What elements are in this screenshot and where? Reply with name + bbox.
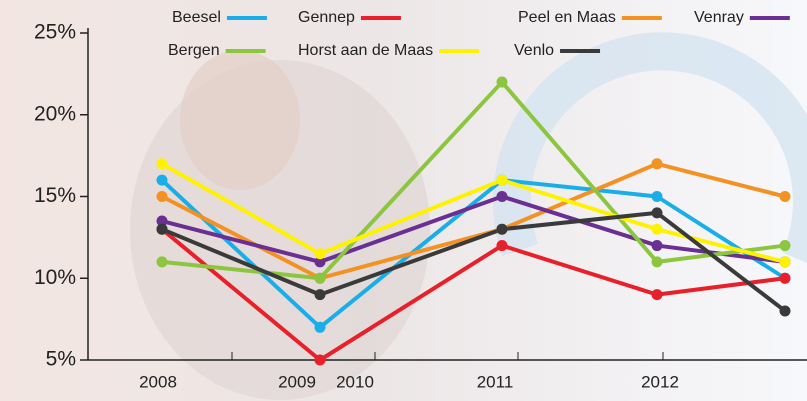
data-point	[780, 305, 791, 316]
data-point	[652, 224, 663, 235]
chart: 5% 10% 15% 20% 25% 2008 2009 2010 2011 2012 Beesel…	[0, 0, 807, 401]
y-tick-label: 5%	[46, 348, 76, 371]
data-point	[652, 256, 663, 267]
x-tick-label: 2012	[641, 372, 679, 391]
data-point	[497, 240, 508, 251]
data-point	[315, 355, 326, 366]
data-point	[157, 191, 168, 202]
data-point	[652, 207, 663, 218]
data-point	[157, 158, 168, 169]
legend-label: Bergen	[168, 42, 220, 59]
data-point	[315, 273, 326, 284]
data-point	[157, 175, 168, 186]
legend-label: Beesel	[172, 9, 221, 26]
data-point	[652, 191, 663, 202]
legend-label: Gennep	[298, 9, 355, 26]
legend-label: Peel en Maas	[518, 9, 616, 26]
data-point	[157, 256, 168, 267]
legend-label: Venlo	[514, 42, 554, 59]
data-point	[652, 240, 663, 251]
y-tick-label: 15%	[34, 184, 76, 207]
x-tick-label: 2008	[139, 372, 177, 391]
data-point	[497, 224, 508, 235]
data-point	[780, 191, 791, 202]
data-point	[497, 77, 508, 88]
data-point	[652, 158, 663, 169]
y-tick-label: 20%	[34, 102, 76, 125]
y-tick-label: 25%	[34, 21, 76, 44]
data-point	[315, 322, 326, 333]
legend-label: Venray	[694, 9, 744, 26]
data-point	[780, 273, 791, 284]
data-point	[315, 248, 326, 259]
data-point	[780, 240, 791, 251]
x-tick-label: 2011	[477, 372, 514, 391]
x-tick-label: 2009	[278, 372, 316, 391]
y-tick-label: 10%	[34, 266, 76, 289]
data-point	[652, 289, 663, 300]
legend-label: Horst aan de Maas	[298, 42, 433, 59]
data-point	[315, 289, 326, 300]
data-point	[497, 175, 508, 186]
x-tick-label: 2010	[336, 372, 374, 391]
data-point	[157, 224, 168, 235]
data-point	[780, 256, 791, 267]
data-point	[497, 191, 508, 202]
photo-shade	[180, 50, 300, 190]
